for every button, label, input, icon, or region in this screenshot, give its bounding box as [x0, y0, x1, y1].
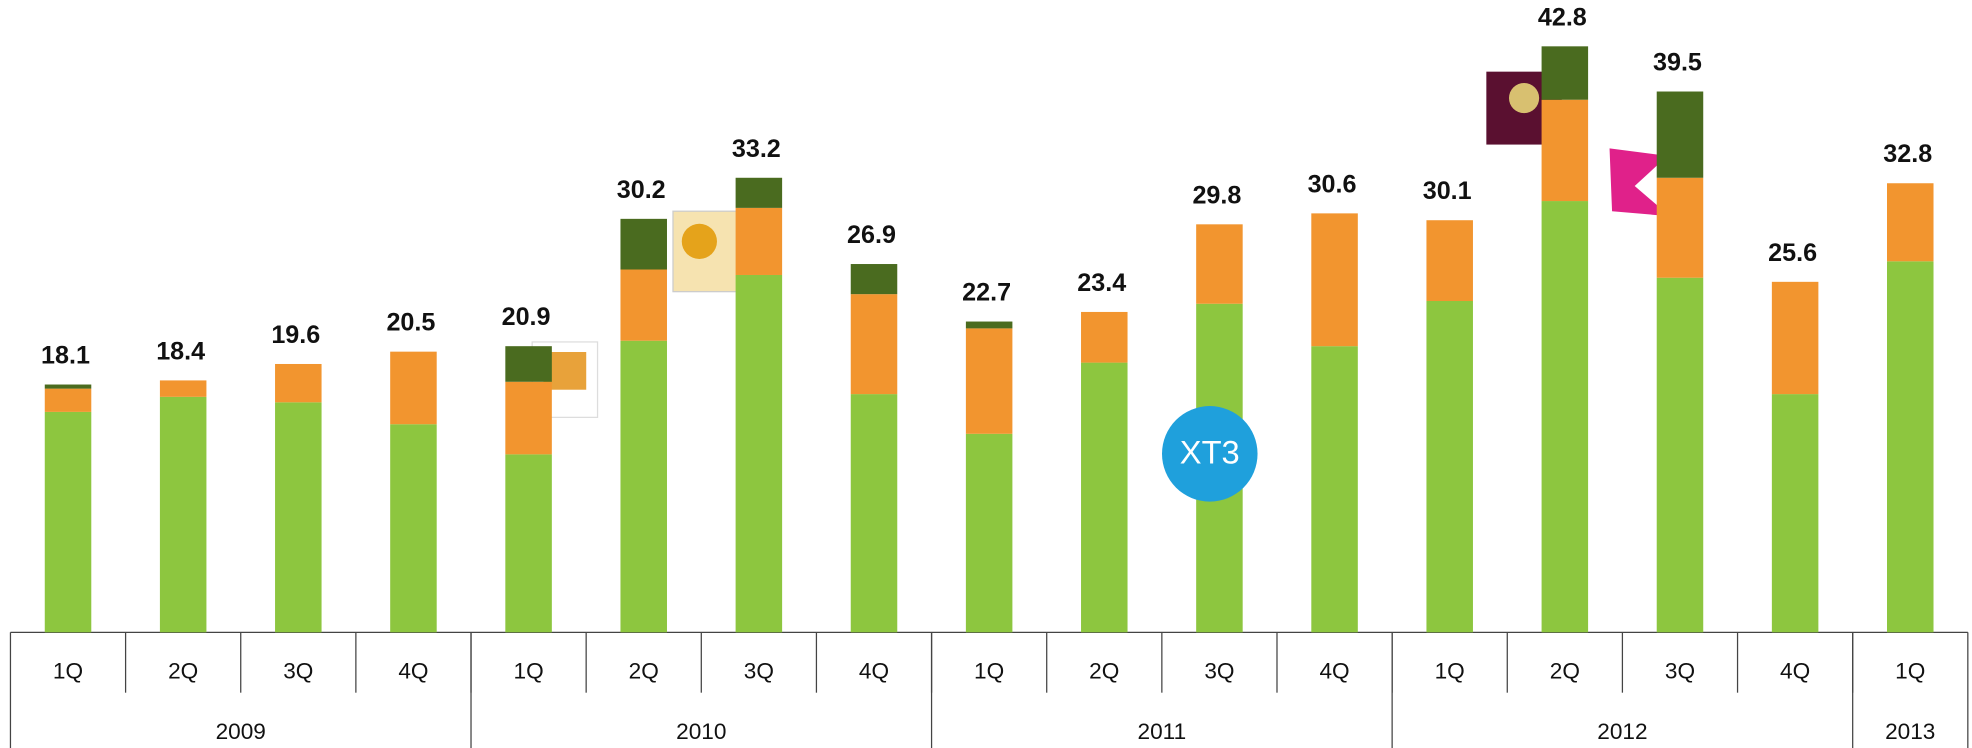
total-label: 23.4 [1077, 269, 1126, 297]
total-label: 20.9 [502, 303, 551, 331]
bar-segment [735, 274, 783, 633]
bar-segment [1196, 224, 1243, 304]
total-label: 26.9 [847, 221, 896, 249]
x-tick-label: 4Q [1319, 659, 1349, 684]
x-tick-label: 1Q [53, 659, 83, 684]
x-tick-label: 2Q [1089, 659, 1119, 684]
bar-segment [1656, 91, 1704, 178]
bar-segment [1541, 99, 1589, 202]
total-label: 30.2 [617, 176, 666, 204]
x-tick-label: 1Q [974, 659, 1004, 684]
bar-segment [1541, 201, 1589, 633]
bar-segment [1887, 261, 1934, 633]
logo-fifa-mark [681, 223, 717, 259]
bar-segment [620, 340, 667, 633]
total-label: 20.5 [386, 309, 435, 337]
bar-segment [1426, 300, 1473, 633]
bar-segment [850, 394, 898, 633]
axis-frame [9, 631, 1969, 748]
bar-segment [505, 346, 552, 382]
bar-segment [1887, 183, 1934, 262]
bar-segment [275, 402, 322, 633]
bar-segment [1081, 362, 1128, 633]
bar-segment [1771, 394, 1819, 633]
bar-segment [1656, 277, 1704, 633]
total-label: 19.6 [271, 321, 320, 349]
group-label: 2013 [1885, 719, 1935, 744]
logo-london-mark [1609, 148, 1670, 217]
bar-segment [1656, 177, 1704, 278]
total-label: 30.1 [1423, 177, 1472, 205]
total-label: 32.8 [1883, 140, 1932, 168]
x-tick-label: 2Q [629, 659, 659, 684]
x-tick-label: 3Q [1665, 659, 1695, 684]
x-tick-label: 1Q [513, 659, 543, 684]
bar-segment [620, 269, 667, 341]
bar-segment [965, 433, 1013, 633]
total-label: 42.8 [1538, 3, 1587, 31]
total-label: 33.2 [732, 135, 781, 163]
bar-segment [850, 294, 898, 395]
logo-euro-mark [1508, 82, 1540, 114]
x-tick-label: 4Q [859, 659, 889, 684]
xt3-badge [1162, 406, 1258, 502]
bar-segment [44, 384, 92, 389]
group-label: 2010 [676, 719, 726, 744]
bar-segment [505, 454, 552, 633]
bar-segment [275, 363, 322, 403]
bar-segment [1426, 220, 1473, 301]
bar-segment [505, 381, 552, 455]
group-label: 2011 [1138, 719, 1187, 744]
x-tick-label: 2Q [1550, 659, 1580, 684]
total-label: 18.1 [41, 342, 90, 370]
total-label: 18.4 [156, 337, 205, 365]
x-tick-label: 1Q [1895, 659, 1925, 684]
x-tick-label: 4Q [398, 659, 428, 684]
x-tick-label: 4Q [1780, 659, 1810, 684]
bar-segment [390, 424, 437, 633]
bar-segment [44, 388, 92, 412]
bar-segment [850, 264, 898, 295]
annotation: XT3 [1180, 434, 1240, 471]
bar-segment [1771, 281, 1819, 395]
x-tick-label: 3Q [283, 659, 313, 684]
bar-segment [1081, 311, 1128, 363]
group-label: 2012 [1597, 719, 1647, 744]
bar-segment [1311, 213, 1358, 347]
total-label: 25.6 [1768, 239, 1817, 267]
total-label: 30.6 [1308, 170, 1357, 198]
bar-segment [390, 351, 437, 425]
bar-segment [965, 328, 1013, 434]
bar-segment [965, 321, 1013, 329]
bar-segment [735, 207, 783, 275]
x-tick-label: 1Q [1435, 659, 1465, 684]
group-label: 2009 [216, 719, 266, 744]
bar-segment [1311, 346, 1358, 633]
total-label: 39.5 [1653, 48, 1702, 76]
bar-segment [44, 411, 92, 633]
bar-segment [735, 177, 783, 208]
bar-segment [620, 218, 667, 270]
x-tick-label: 3Q [1204, 659, 1234, 684]
x-tick-label: 2Q [168, 659, 198, 684]
total-label: 29.8 [1192, 181, 1241, 209]
total-label: 22.7 [962, 279, 1011, 307]
bar-segment [159, 380, 207, 397]
bar-segment [159, 396, 207, 633]
x-tick-label: 3Q [744, 659, 774, 684]
logos [531, 71, 1674, 418]
bar-segment [1541, 46, 1589, 100]
